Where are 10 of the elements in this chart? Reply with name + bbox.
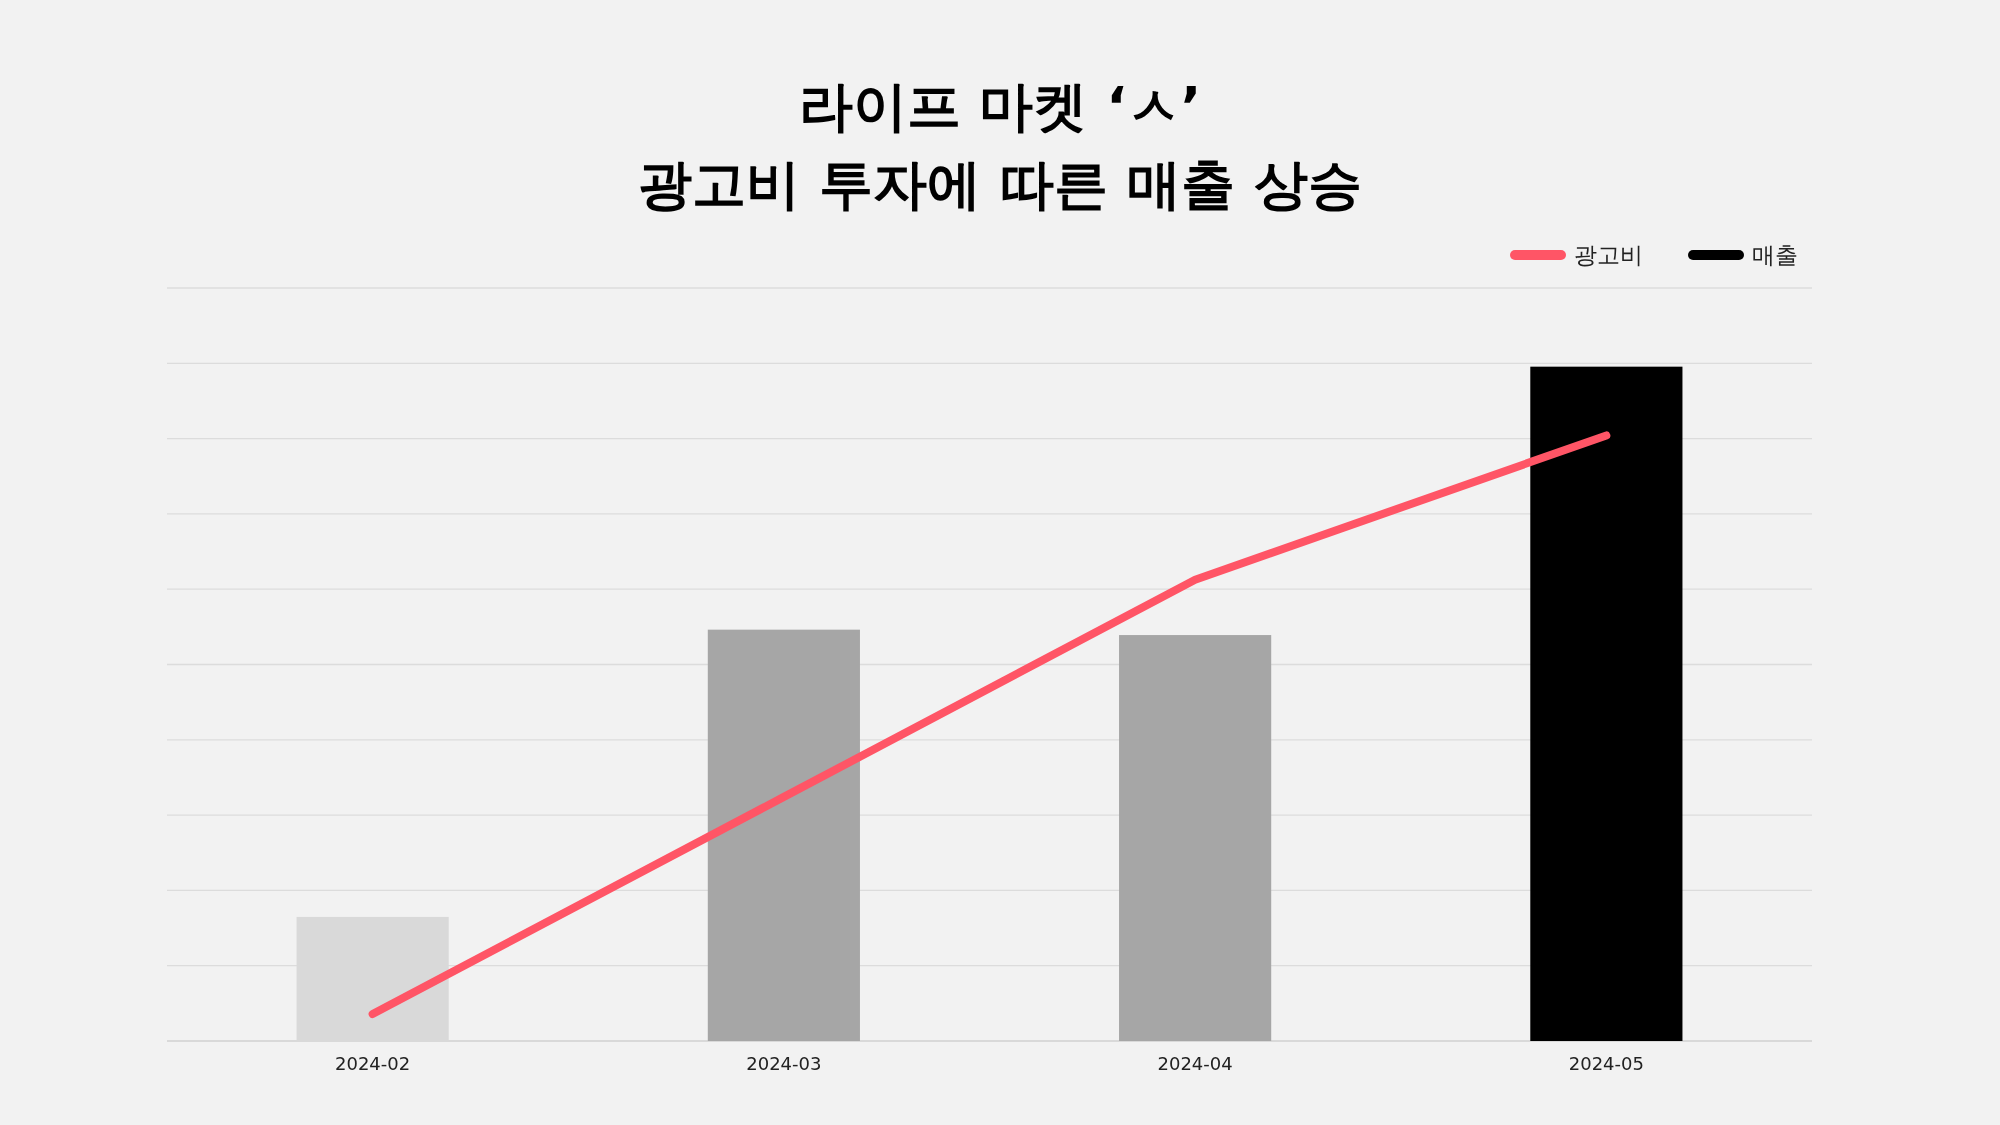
chart-title: 라이프 마켓 ‘ㅅ’ 광고비 투자에 따른 매출 상승	[638, 75, 1362, 216]
legend-label: 매출	[1752, 242, 1798, 268]
x-tick-label: 2024-03	[746, 1053, 822, 1074]
x-tick-label: 2024-02	[335, 1053, 411, 1074]
bar	[1119, 635, 1272, 1041]
legend-label: 광고비	[1574, 242, 1643, 268]
x-tick-label: 2024-05	[1568, 1053, 1644, 1074]
bar	[1530, 366, 1683, 1041]
bar	[707, 629, 860, 1041]
x-tick-label: 2024-04	[1157, 1053, 1233, 1074]
